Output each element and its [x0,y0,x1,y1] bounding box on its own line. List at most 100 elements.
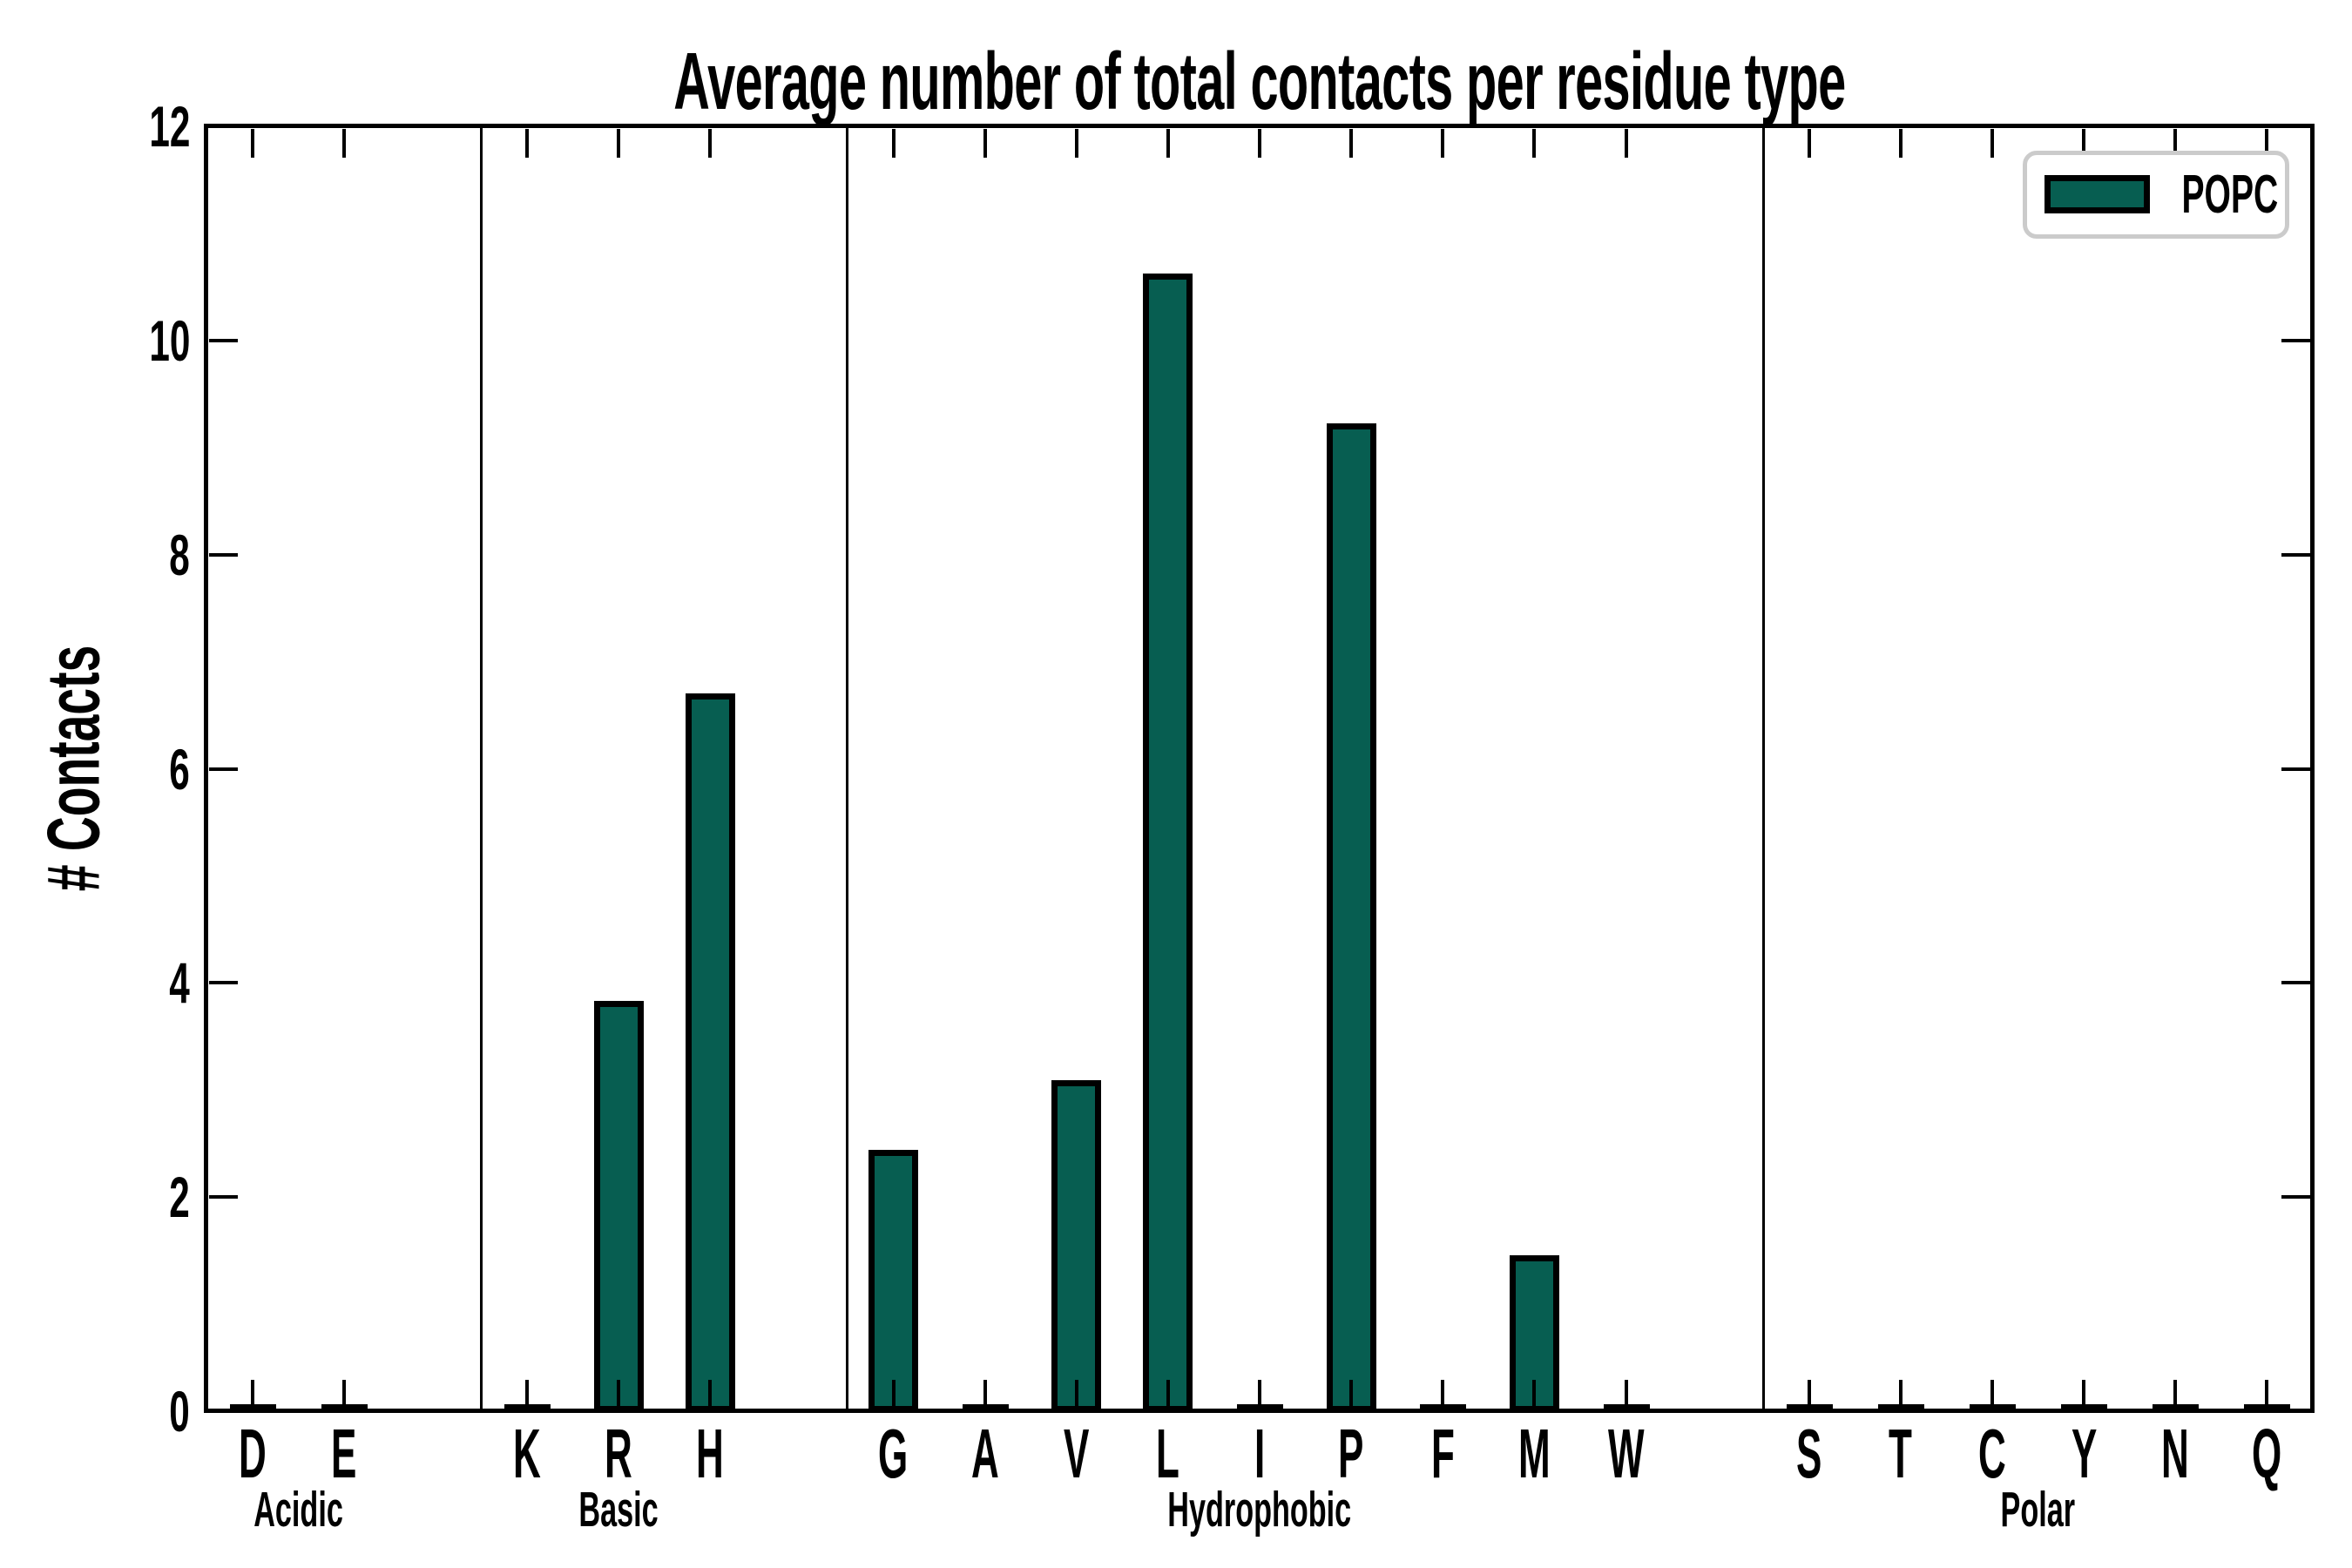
legend: POPC [2023,151,2289,239]
y-tick-label-8: 8 [0,522,191,587]
x-tick-label-text-V: V [1064,1415,1090,1492]
x-tick-bottom-L [1166,1380,1170,1409]
bar-R [593,1000,644,1412]
x-tick-label-text-F: F [1430,1415,1455,1492]
x-tick-label-H: H [636,1415,784,1492]
x-tick-label-text-L: L [1156,1415,1180,1492]
y-tick-right-6 [2281,767,2310,771]
x-tick-bottom-S [1807,1380,1811,1409]
x-tick-label-M: M [1460,1415,1608,1492]
y-tick-left-8 [209,552,238,557]
legend-popc-label-text: POPC [2181,165,2279,225]
group-label-text-acidic: Acidic [253,1482,343,1538]
group-label-text-polar: Polar [2000,1482,2076,1538]
group-label-acidic: Acidic [115,1482,481,1538]
x-tick-top-D [250,129,254,158]
x-tick-label-K: K [453,1415,601,1492]
y-tick-label-text-10: 10 [149,308,190,373]
x-tick-label-text-K: K [513,1415,541,1492]
x-tick-label-text-R: R [605,1415,632,1492]
x-tick-top-S [1807,129,1811,158]
y-tick-label-2: 2 [0,1165,191,1230]
x-tick-label-Y: Y [2010,1415,2158,1492]
x-tick-bottom-K [525,1380,529,1409]
group-label-basic: Basic [436,1482,801,1538]
x-tick-label-text-G: G [878,1415,909,1492]
legend-popc-swatch [2044,175,2150,213]
y-tick-right-8 [2281,552,2310,557]
x-tick-top-N [2173,129,2178,158]
x-tick-top-R [617,129,621,158]
chart-title-text: Average number of total contacts per res… [673,35,1846,126]
y-tick-label-text-8: 8 [169,522,191,587]
x-tick-bottom-Q [2265,1380,2269,1409]
x-tick-label-T: T [1827,1415,1975,1492]
x-tick-label-text-T: T [1889,1415,1913,1492]
group-separator-2 [846,126,849,1411]
x-tick-label-P: P [1277,1415,1425,1492]
y-tick-label-4: 4 [0,950,191,1016]
x-tick-label-text-A: A [970,1415,999,1492]
legend-popc-label: POPC [2166,155,2294,234]
group-separator-1 [479,126,483,1411]
y-tick-left-6 [209,767,238,771]
x-tick-label-text-W: W [1607,1415,1645,1492]
x-tick-top-L [1166,129,1170,158]
y-tick-label-text-2: 2 [169,1165,191,1230]
x-tick-top-H [708,129,713,158]
x-tick-label-text-M: M [1518,1415,1551,1492]
y-tick-label-12: 12 [0,94,190,159]
x-tick-label-R: R [544,1415,693,1492]
x-tick-label-I: I [1186,1415,1334,1492]
bar-G [868,1149,918,1412]
y-tick-label-6: 6 [0,737,191,801]
y-tick-left-4 [209,981,238,985]
y-tick-label-text-4: 4 [169,950,191,1016]
y-tick-left-10 [209,338,238,342]
group-label-text-hydrophobic: Hydrophobic [1167,1482,1352,1538]
x-tick-bottom-E [341,1380,346,1409]
x-tick-label-G: G [820,1415,968,1492]
y-tick-right-2 [2281,1195,2310,1200]
x-tick-label-text-P: P [1338,1415,1364,1492]
x-tick-label-C: C [1918,1415,2066,1492]
x-tick-label-Q: Q [2193,1415,2341,1492]
x-tick-bottom-H [708,1380,713,1409]
bar-P [1326,423,1376,1412]
x-tick-label-W: W [1552,1415,1700,1492]
x-tick-top-K [525,129,529,158]
x-tick-top-E [341,129,346,158]
x-tick-bottom-Y [2082,1380,2086,1409]
x-tick-top-T [1898,129,1903,158]
x-tick-top-Q [2265,129,2269,158]
x-tick-label-text-N: N [2161,1415,2190,1492]
bar-L [1143,274,1193,1412]
x-tick-top-G [891,129,896,158]
x-tick-bottom-R [617,1380,621,1409]
x-tick-top-M [1532,129,1537,158]
x-tick-label-V: V [1003,1415,1151,1492]
x-tick-top-V [1074,129,1078,158]
x-tick-bottom-M [1532,1380,1537,1409]
x-tick-bottom-C [1990,1380,1994,1409]
x-tick-bottom-D [250,1380,254,1409]
x-tick-top-P [1349,129,1354,158]
x-tick-bottom-I [1258,1380,1261,1409]
x-tick-bottom-V [1074,1380,1078,1409]
y-tick-label-text-12: 12 [149,94,190,159]
plot-frame [204,124,2315,1413]
bar-H [685,693,735,1412]
x-tick-label-text-C: C [1978,1415,2006,1492]
x-tick-label-E: E [270,1415,418,1492]
x-tick-top-C [1990,129,1994,158]
x-tick-label-text-Q: Q [2252,1415,2282,1492]
y-tick-label-text-0: 0 [169,1379,191,1443]
y-tick-label-0: 0 [0,1379,191,1443]
x-tick-label-text-D: D [238,1415,267,1492]
x-tick-label-A: A [911,1415,1059,1492]
x-tick-label-D: D [179,1415,327,1492]
group-separator-3 [1761,126,1765,1411]
x-tick-label-L: L [1094,1415,1242,1492]
x-tick-label-F: F [1369,1415,1517,1492]
